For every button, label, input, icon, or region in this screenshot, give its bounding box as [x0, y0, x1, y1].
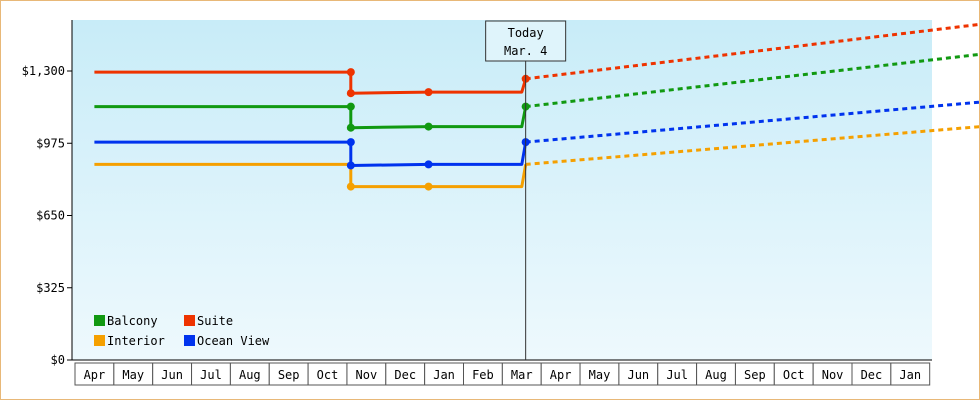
data-point [346, 161, 355, 170]
legend-swatch [184, 315, 195, 326]
data-point [424, 160, 433, 169]
legend-label: Balcony [107, 314, 158, 328]
x-tick-label: May [589, 368, 611, 382]
x-tick-label: Nov [356, 368, 378, 382]
data-point [346, 123, 355, 132]
x-tick-label: Jul [666, 368, 688, 382]
forecast-line [525, 100, 979, 144]
y-tick-label: $325 [36, 281, 65, 295]
y-tick-label: $0 [51, 353, 65, 367]
x-tick-label: Oct [783, 368, 805, 382]
x-tick-label: Jan [899, 368, 921, 382]
forecast-line [525, 125, 979, 166]
legend-label: Ocean View [197, 334, 270, 348]
legend: Balcony Suite Interior Ocean View [94, 314, 270, 348]
series-line [94, 70, 528, 95]
x-tick-label: Sep [744, 368, 766, 382]
x-tick-label: Apr [550, 368, 572, 382]
legend-label: Suite [197, 314, 233, 328]
x-tick-label: Aug [239, 368, 261, 382]
x-tick-label: Jul [200, 368, 222, 382]
legend-label: Interior [107, 334, 165, 348]
series-line [94, 140, 528, 167]
x-tick-label: Jun [161, 368, 183, 382]
x-tick-label: Mar [511, 368, 533, 382]
data-point [346, 68, 355, 77]
y-tick-label: $650 [36, 209, 65, 223]
x-tick-label: Apr [84, 368, 106, 382]
legend-swatch [94, 335, 105, 346]
x-tick-label: Sep [278, 368, 300, 382]
data-point [346, 102, 355, 111]
x-tick-label: Jan [433, 368, 455, 382]
x-tick-label: Dec [861, 368, 883, 382]
today-label: Today [508, 26, 544, 40]
today-marker: Today Mar. 4 [485, 20, 567, 360]
forecast-line [525, 52, 979, 109]
data-point [424, 182, 433, 191]
series-layer [94, 22, 979, 191]
y-tick-label: $975 [36, 136, 65, 150]
data-point [424, 122, 433, 131]
month-box [890, 362, 931, 386]
x-tick-label: Dec [394, 368, 416, 382]
x-tick-label: May [122, 368, 144, 382]
x-tick-label: Nov [822, 368, 844, 382]
series-line [94, 162, 528, 189]
x-tick-label: Aug [705, 368, 727, 382]
data-point [346, 182, 355, 191]
x-tick-label: Oct [317, 368, 339, 382]
legend-swatch [94, 315, 105, 326]
today-date: Mar. 4 [504, 44, 547, 58]
y-tick-label: $1,300 [22, 64, 65, 78]
data-point [424, 88, 433, 97]
legend-swatch [184, 335, 195, 346]
data-point [346, 89, 355, 98]
data-point [346, 138, 355, 147]
forecast-line [525, 22, 979, 81]
x-tick-label: Feb [472, 368, 494, 382]
today-box [485, 20, 567, 62]
axes: $0 $325 $650 $975 $1,300 Apr May Jun Jul Aug Sep Oc… [22, 20, 932, 386]
x-tick-label: Jun [627, 368, 649, 382]
series-line [94, 105, 528, 130]
